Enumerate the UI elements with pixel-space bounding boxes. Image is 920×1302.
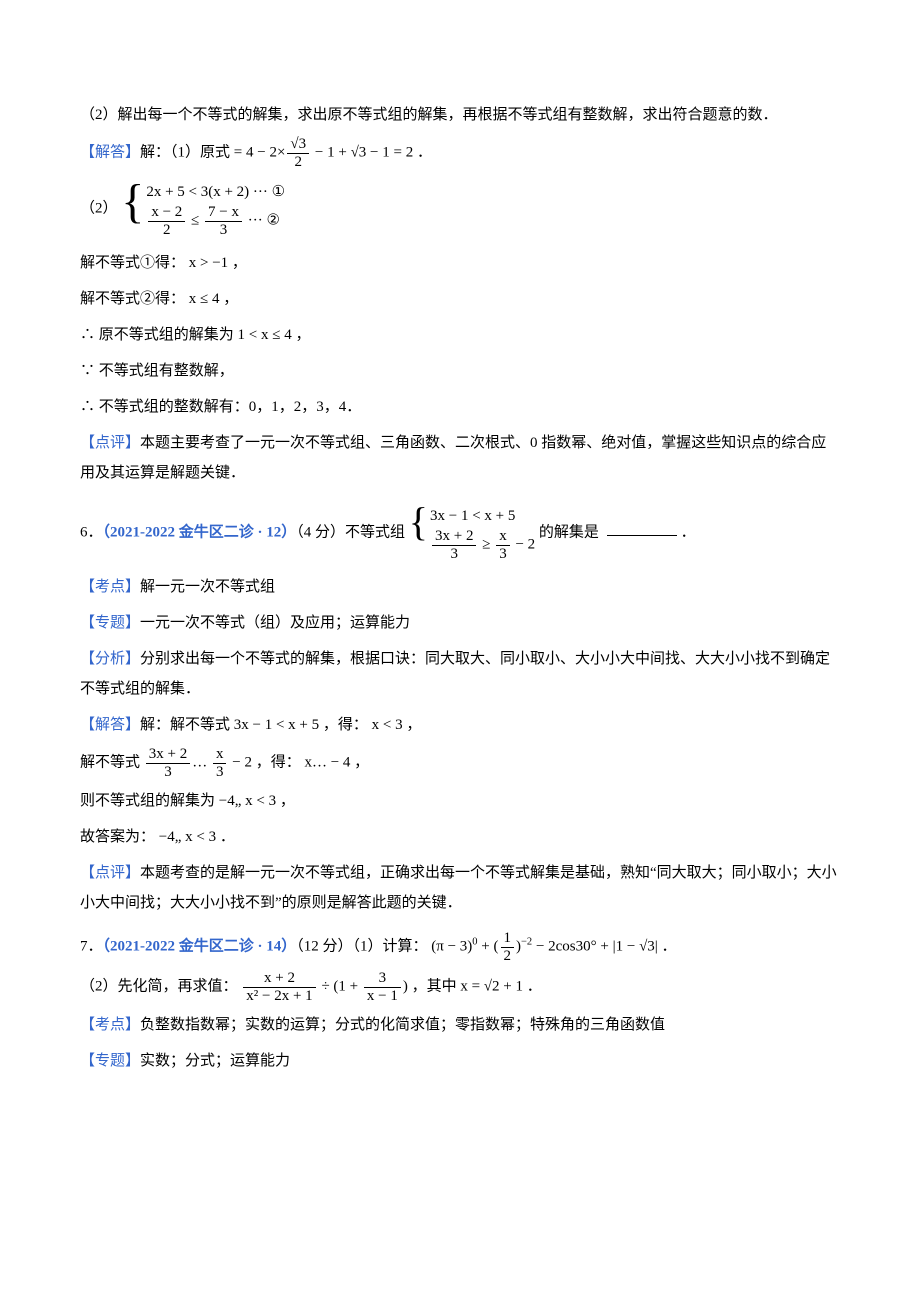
text-line: 解不等式 3x + 23… x3 − 2 ，得： x… − 4 ， (80, 746, 840, 780)
text-line: 解不等式②得： x ≤ 4 ， (80, 284, 840, 314)
text: 的解集是 (535, 524, 603, 540)
text-line: 不等式组有整数解， (80, 356, 840, 386)
text-line: （2）解出每一个不等式的解集，求出原不等式组的解集，再根据不等式组有整数解，求出… (80, 100, 840, 130)
math: − 1 + √3 − 1 = 2 (311, 144, 413, 160)
text: 解一元一次不等式组 (140, 579, 275, 595)
text: + ( (478, 938, 499, 954)
analysis-tag: 【分析】 (80, 651, 140, 667)
fraction: 12 (501, 930, 515, 964)
text-line: 原不等式组的解集为 1 < x ≤ 4 ， (80, 320, 840, 350)
fraction: x3 (213, 746, 227, 780)
text: 负整数指数幂；实数的运算；分式的化简求值；零指数幂；特殊角的三角函数值 (140, 1017, 665, 1033)
answer-blank[interactable] (607, 521, 677, 536)
text-line: 故答案为： −4„ x < 3 ． (80, 822, 840, 852)
sys-row: 2x + 5 < 3(x + 2) ··· ① (146, 180, 285, 204)
answer-tag: 【解答】 (80, 717, 140, 733)
fraction: 3x − 1 (364, 970, 401, 1004)
equation-system: { 2x + 5 < 3(x + 2) ··· ① x − 22 ≤ 7 − x… (121, 180, 285, 238)
text-line: （2） { 2x + 5 < 3(x + 2) ··· ① x − 22 ≤ 7… (80, 176, 840, 242)
source-ref: （2021-2022 金牛区二诊 · 12） (103, 524, 297, 540)
review-tag: 【点评】 (80, 435, 140, 451)
text-line: 【分析】分别求出每一个不等式的解集，根据口诀：同大取大、同小取小、大小小大中间找… (80, 644, 840, 704)
text: （12 分）（1）计算： (π − 3) (296, 938, 472, 954)
text: − 2 ，得： x… − 4 ， (228, 754, 369, 770)
answer-tag: 【解答】 (80, 144, 140, 160)
subject-tag: 【专题】 (80, 615, 140, 631)
text: 解不等式 (80, 754, 144, 770)
text: 分别求出每一个不等式的解集，根据口诀：同大取大、同小取小、大小小大中间找、大大小… (80, 651, 830, 697)
text: … (192, 754, 211, 770)
sys-row: 3x + 23 ≥ x3 − 2 (430, 528, 535, 562)
text: 解：（1）原式 (140, 144, 234, 160)
exponent: −2 (521, 936, 532, 947)
text-line: 解不等式①得： x > −1 ， (80, 248, 840, 278)
text: ) ，其中 x = √2 + 1 ． (403, 978, 542, 994)
text: 7． (80, 938, 103, 954)
text: 6． (80, 524, 103, 540)
left-brace-icon: { (409, 504, 428, 562)
text: ÷ (1 + (318, 978, 362, 994)
text: ． (413, 144, 432, 160)
equation-system: { 3x − 1 < x + 5 3x + 23 ≥ x3 − 2 (409, 504, 535, 562)
problem-heading: 6．（2021-2022 金牛区二诊 · 12）（4 分）不等式组 { 3x −… (80, 500, 840, 566)
subject-tag: 【专题】 (80, 1053, 140, 1069)
text-line: 【考点】负整数指数幂；实数的运算；分式的化简求值；零指数幂；特殊角的三角函数值 (80, 1010, 840, 1040)
math: = 4 − 2× (234, 144, 286, 160)
topic-tag: 【考点】 (80, 579, 140, 595)
text-line: 则不等式组的解集为 −4„ x < 3 ， (80, 786, 840, 816)
text: （2） (80, 200, 118, 216)
sys-row: 3x − 1 < x + 5 (430, 504, 535, 528)
text: 实数；分式；运算能力 (140, 1053, 290, 1069)
text-line: 【点评】本题主要考查了一元一次不等式组、三角函数、二次根式、0 指数幂、绝对值，… (80, 428, 840, 488)
left-brace-icon: { (121, 180, 144, 238)
text-line: 【解答】解：解不等式 3x − 1 < x + 5 ，得： x < 3 ， (80, 710, 840, 740)
fraction: 3x + 23 (146, 746, 190, 780)
sys-row: x − 22 ≤ 7 − x3 ··· ② (146, 204, 285, 238)
text: （2）先化简，再求值： (80, 978, 241, 994)
text: 解：解不等式 3x − 1 < x + 5 ，得： x < 3 ， (140, 717, 421, 733)
text: 一元一次不等式（组）及应用；运算能力 (140, 615, 410, 631)
fraction: √32 (287, 136, 309, 170)
text: − 2cos30° + |1 − √3| ． (532, 938, 676, 954)
text-line: 【专题】实数；分式；运算能力 (80, 1046, 840, 1076)
text-line: 【专题】一元一次不等式（组）及应用；运算能力 (80, 608, 840, 638)
text: ． (681, 524, 696, 540)
text-line: 【考点】解一元一次不等式组 (80, 572, 840, 602)
text-line: 不等式组的整数解有：0，1，2，3，4． (80, 392, 840, 422)
review-tag: 【点评】 (80, 865, 140, 881)
fraction: x + 2x² − 2x + 1 (243, 970, 315, 1004)
topic-tag: 【考点】 (80, 1017, 140, 1033)
text: 本题主要考查了一元一次不等式组、三角函数、二次根式、0 指数幂、绝对值，掌握这些… (80, 435, 826, 481)
text: （4 分）不等式组 (296, 524, 409, 540)
problem-heading: 7．（2021-2022 金牛区二诊 · 14）（12 分）（1）计算： (π … (80, 930, 840, 964)
source-ref: （2021-2022 金牛区二诊 · 14） (103, 938, 297, 954)
text: 本题考查的是解一元一次不等式组，正确求出每一个不等式解集是基础，熟知“同大取大；… (80, 865, 837, 911)
text-line: （2）先化简，再求值： x + 2x² − 2x + 1 ÷ (1 + 3x −… (80, 970, 840, 1004)
text-line: 【解答】解：（1）原式 = 4 − 2×√32 − 1 + √3 − 1 = 2… (80, 136, 840, 170)
text-line: 【点评】本题考查的是解一元一次不等式组，正确求出每一个不等式解集是基础，熟知“同… (80, 858, 840, 918)
